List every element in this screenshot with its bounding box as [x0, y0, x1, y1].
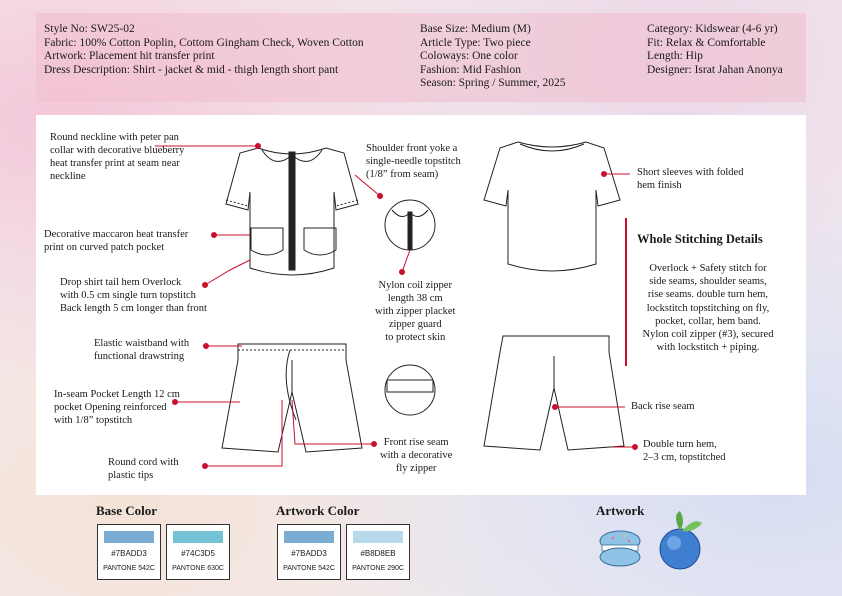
artwork-illustrations — [599, 511, 702, 570]
spec-header: Style No: SW25-02 Fabric: 100% Cotton Po… — [36, 13, 806, 102]
swatch-chip — [173, 531, 223, 543]
swatch-pantone: PANTONE 542C — [103, 565, 155, 572]
note-sleeve: Short sleeves with folded hem finish — [637, 167, 744, 191]
header-col-base: Base Size: Medium (M) Article Type: Two … — [420, 23, 566, 91]
base-size: Base Size: Medium (M) — [420, 23, 531, 35]
leader-lines — [155, 143, 638, 469]
coloways: Coloways: One color — [420, 50, 518, 63]
note-front-rise: Front rise seam with a decorative fly zipp… — [380, 437, 453, 474]
swatch-pantone: PANTONE 290C — [352, 565, 404, 572]
artwork-label: Artwork — [596, 503, 645, 518]
tech-pack-panel — [36, 115, 806, 495]
blueberry-icon — [659, 511, 702, 570]
artwork-swatch-1: #7BADD3 PANTONE 542C — [277, 524, 341, 580]
fashion: Fashion: Mid Fashion — [420, 63, 521, 76]
note-back-rise: Back rise seam — [631, 401, 695, 412]
note-waist: Elastic waistband with functional drawstr… — [94, 338, 190, 362]
artwork-swatch-2: #B8D8EB PANTONE 290C — [346, 524, 410, 580]
swatch-pantone: PANTONE 630C — [172, 565, 224, 572]
season: Season: Spring / Summer, 2025 — [420, 77, 566, 90]
swatch-hex: #7BADD3 — [291, 549, 327, 558]
stitching-divider — [625, 218, 627, 366]
header-col-category: Category: Kidswear (4-6 yr) Fit: Relax &… — [647, 23, 783, 77]
designer: Designer: Israt Jahan Anonya — [647, 63, 783, 76]
back-shirt-sketch — [483, 141, 621, 272]
collar-detail-circle — [384, 199, 436, 251]
note-yoke: Shoulder front yoke a single-needle topst… — [366, 143, 461, 180]
swatch-hex: #B8D8EB — [360, 549, 396, 558]
note-neckline: Round neckline with peter pan collar with… — [50, 132, 185, 182]
back-shorts-sketch — [483, 335, 625, 451]
fabric: Fabric: 100% Cotton Poplin, Cottom Gingh… — [44, 36, 364, 49]
base-color-title: Base Color — [96, 503, 158, 518]
note-pocket: Decorative maccaron heat transfer print o… — [44, 229, 189, 253]
note-hem: Drop shirt tail hem Overlock with 0.5 cm … — [60, 277, 207, 314]
swatch-chip — [284, 531, 334, 543]
swatch-pantone: PANTONE 542C — [283, 565, 335, 572]
swatch-chip — [353, 531, 403, 543]
base-swatch-2: #74C3D5 PANTONE 630C — [166, 524, 230, 580]
article-type: Article Type: Two piece — [420, 36, 531, 49]
length: Length: Hip — [647, 50, 703, 63]
note-cord: Round cord with plastic tips — [108, 457, 179, 481]
note-double-hem: Double turn hem, 2–3 cm, topstitched — [643, 439, 726, 463]
category: Category: Kidswear (4-6 yr) — [647, 23, 778, 35]
dress-description: Dress Description: Shirt - jacket & mid … — [44, 63, 339, 76]
front-shirt-sketch — [225, 147, 359, 276]
macaron-icon — [599, 530, 641, 567]
swatch-hex: #74C3D5 — [181, 549, 215, 558]
base-swatch-1: #7BADD3 PANTONE 542C — [97, 524, 161, 580]
fit: Fit: Relax & Comfortable — [647, 36, 766, 49]
swatch-chip — [104, 531, 154, 543]
stitching-details: Overlock + Safety stitch for side seams, … — [642, 263, 774, 354]
swatch-hex: #7BADD3 — [111, 549, 147, 558]
waistband-detail-circle — [384, 364, 436, 416]
style-no: Style No: SW25-02 — [44, 23, 135, 35]
stitching-title: Whole Stitching Details — [637, 232, 763, 246]
note-zipper: Nylon coil zipper length 38 cm with zipper… — [375, 280, 456, 343]
front-shorts-sketch — [221, 343, 363, 453]
note-inseam: In-seam Pocket Length 12 cm pocket Openin… — [54, 389, 180, 426]
artwork-spec: Artwork: Placement hit transfer print — [44, 50, 215, 63]
header-col-style: Style No: SW25-02 Fabric: 100% Cotton Po… — [44, 23, 364, 77]
artwork-color-title: Artwork Color — [276, 503, 360, 518]
